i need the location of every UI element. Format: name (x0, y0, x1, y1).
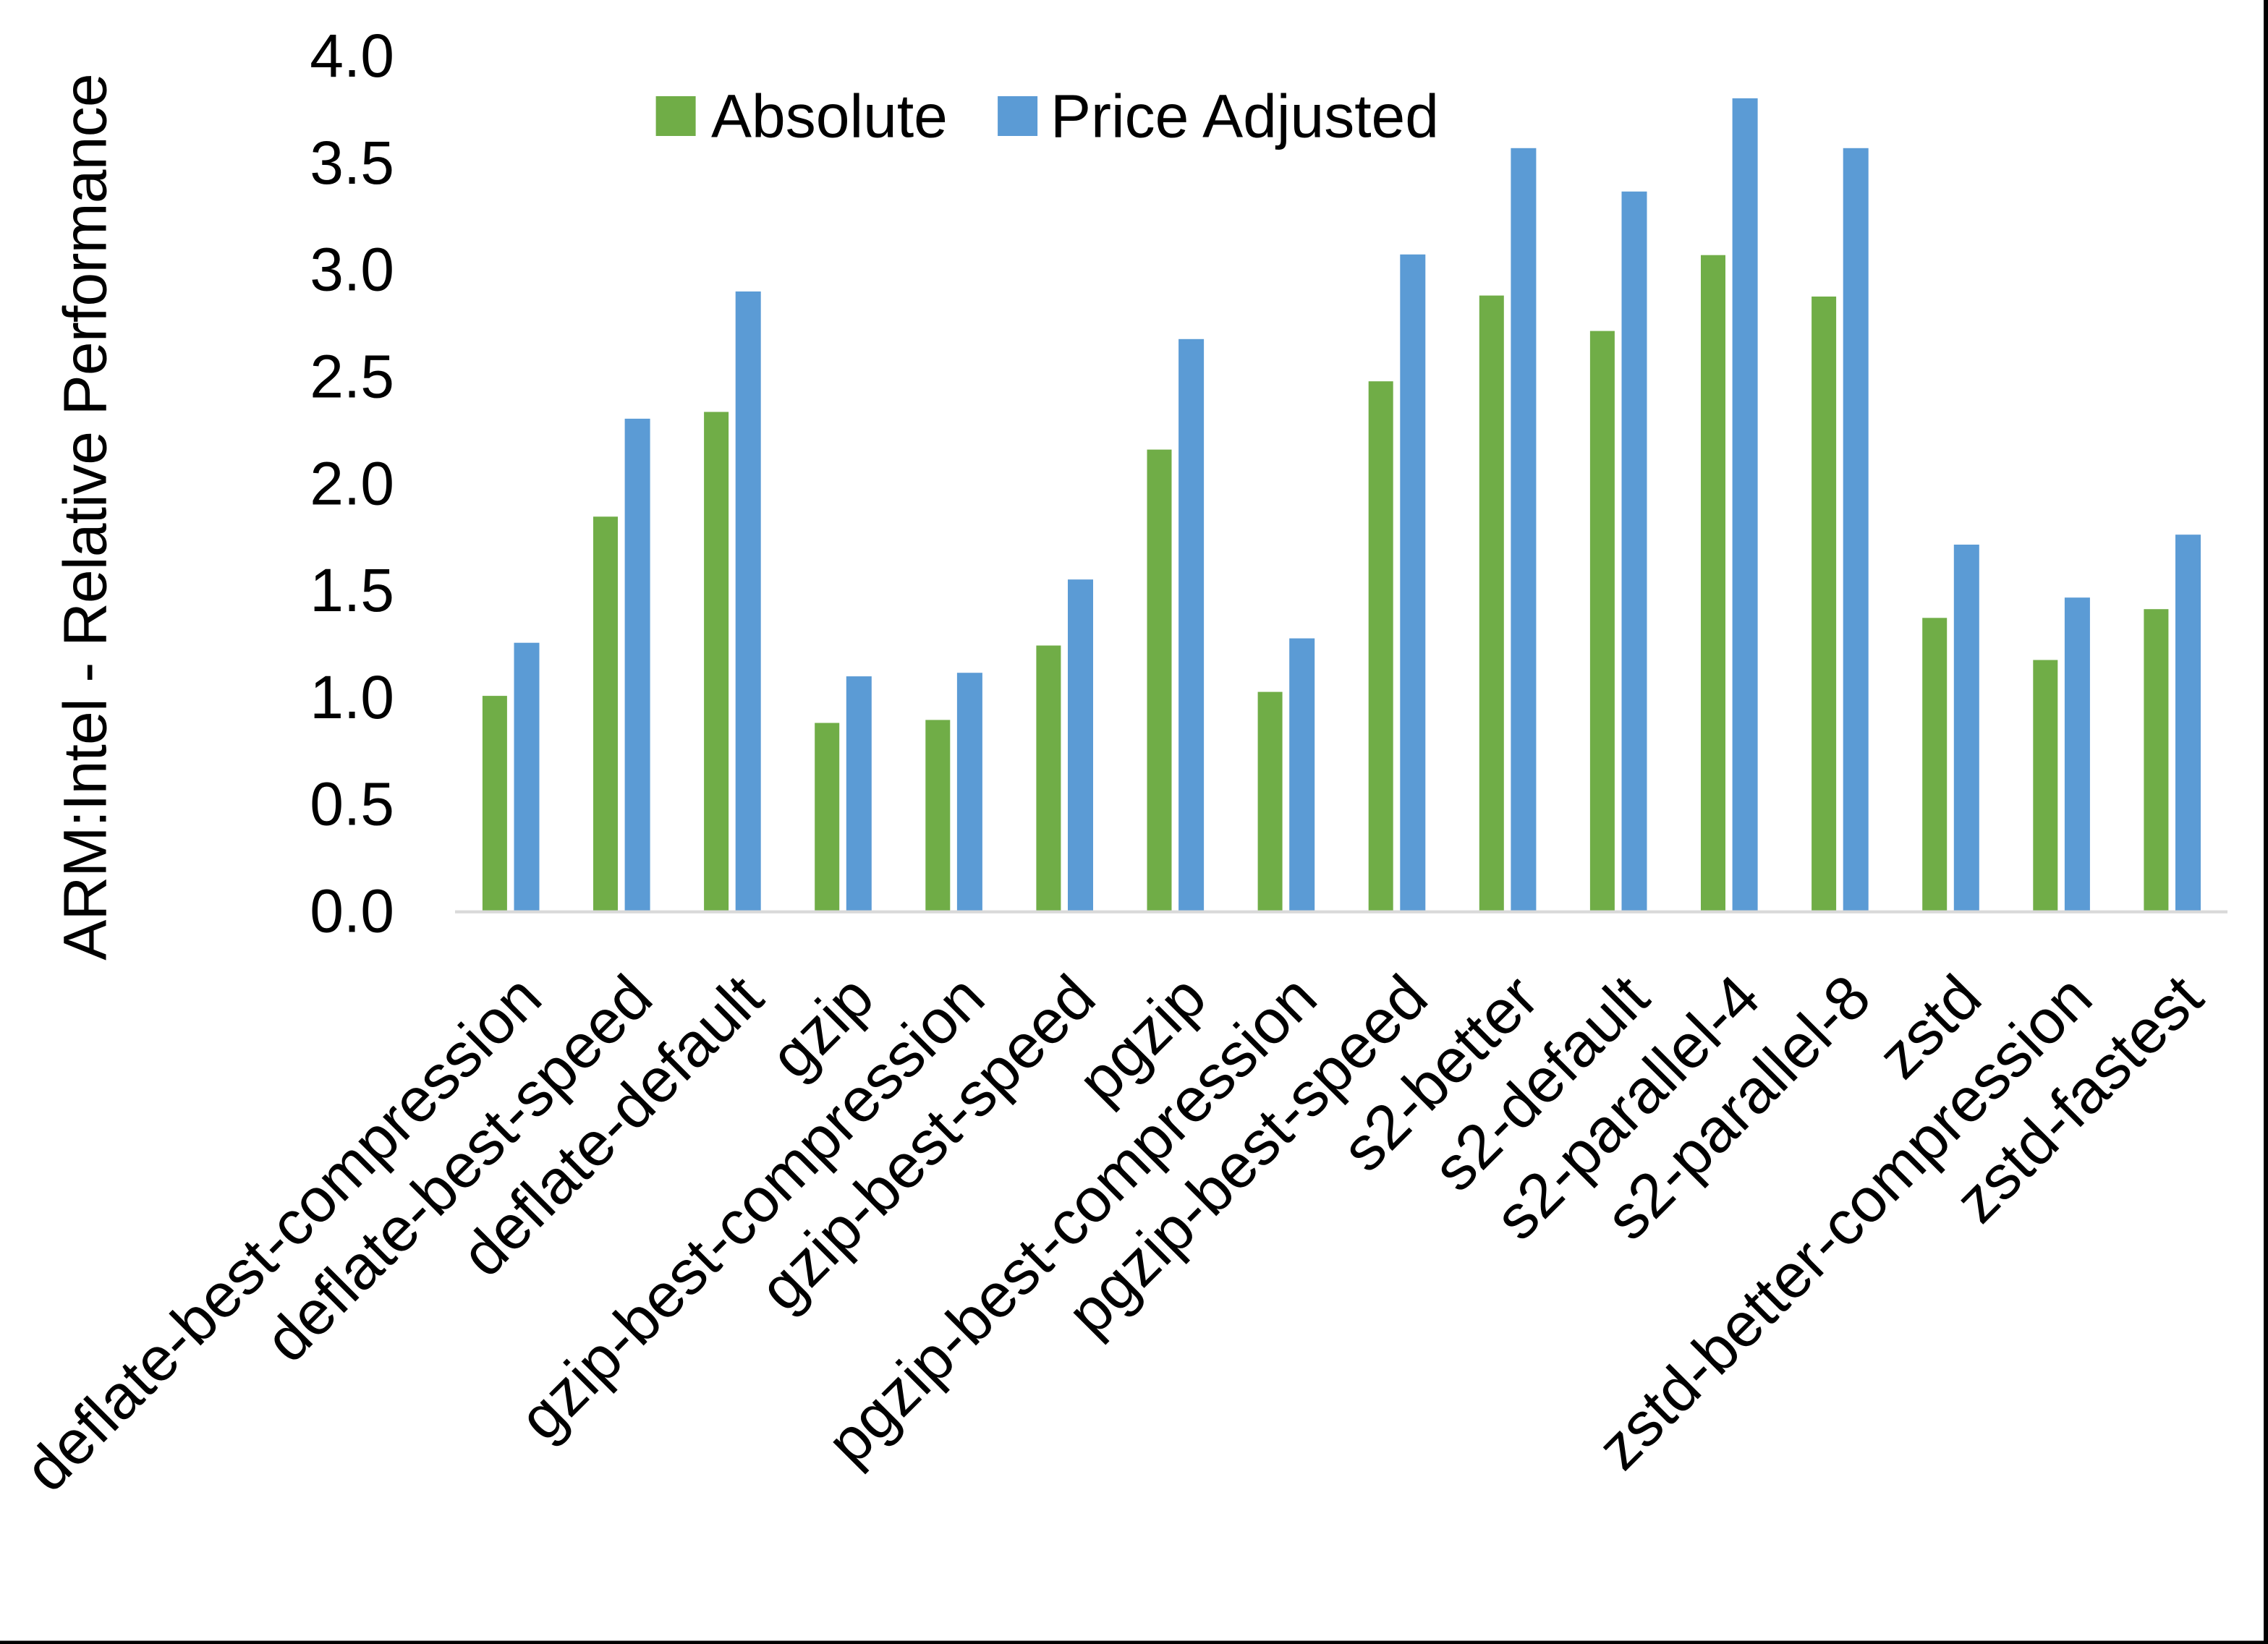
svg-text:0.0: 0.0 (310, 877, 394, 945)
svg-text:2.0: 2.0 (310, 449, 394, 517)
svg-text:0.5: 0.5 (310, 770, 394, 838)
svg-text:3.0: 3.0 (310, 236, 394, 304)
svg-text:Absolute: Absolute (711, 82, 948, 150)
svg-text:Price Adjusted: Price Adjusted (1050, 82, 1439, 150)
svg-text:2.5: 2.5 (310, 343, 394, 411)
svg-text:4.0: 4.0 (310, 22, 394, 90)
svg-text:ARM:Intel - Relative Performan: ARM:Intel - Relative Performance (51, 74, 119, 961)
svg-text:3.5: 3.5 (310, 129, 394, 197)
svg-text:1.5: 1.5 (310, 556, 394, 624)
svg-text:1.0: 1.0 (310, 663, 394, 731)
